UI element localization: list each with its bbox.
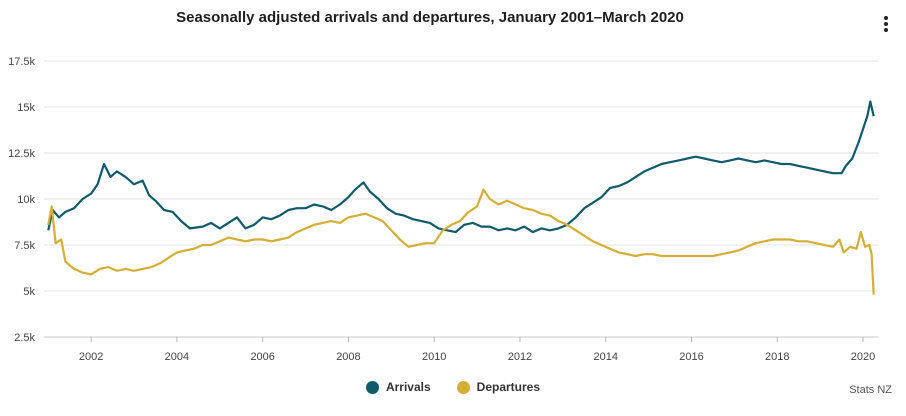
x-tick-label: 2012 (508, 351, 532, 363)
legend-label-departures: Departures (476, 380, 541, 394)
kebab-dot-icon (884, 16, 888, 20)
legend-label-arrivals: Arrivals (385, 380, 431, 394)
legend: Arrivals Departures (0, 380, 906, 394)
legend-item-arrivals[interactable]: Arrivals (365, 380, 431, 394)
y-tick-label: 17.5k (8, 56, 35, 68)
x-tick-label: 2010 (422, 351, 446, 363)
chart-menu-button[interactable] (876, 12, 896, 36)
x-tick-label: 2008 (336, 351, 360, 363)
y-tick-label: 10k (17, 194, 35, 206)
y-tick-label: 7.5k (14, 240, 35, 252)
series-line-arrivals[interactable] (47, 100, 875, 234)
x-tick-label: 2006 (250, 351, 274, 363)
legend-swatch-arrivals (365, 380, 379, 394)
kebab-dot-icon (884, 22, 888, 26)
kebab-dot-icon (884, 28, 888, 32)
source-credit: Stats NZ (849, 384, 892, 396)
x-tick-label: 2016 (679, 351, 703, 363)
series-line-departures[interactable] (47, 188, 875, 295)
gridlines (44, 60, 878, 338)
x-tick-label: 2020 (851, 351, 875, 363)
y-tick-label: 2.5k (14, 332, 35, 344)
x-tick-label: 2004 (165, 351, 189, 363)
x-tick-label: 2014 (593, 351, 617, 363)
legend-swatch-departures (456, 380, 470, 394)
y-tick-label: 15k (17, 102, 35, 114)
x-tick-label: 2002 (79, 351, 103, 363)
chart-title: Seasonally adjusted arrivals and departu… (176, 9, 684, 26)
y-tick-label: 5k (23, 286, 35, 298)
y-tick-label: 12.5k (8, 148, 35, 160)
axes: 2.5k 5k 7.5k 10k 12.5k 15k 17.5k 2002 2004 2006 20… (8, 56, 878, 363)
series-lines (47, 100, 875, 295)
legend-item-departures[interactable]: Departures (456, 380, 541, 394)
x-tick-label: 2018 (765, 351, 789, 363)
